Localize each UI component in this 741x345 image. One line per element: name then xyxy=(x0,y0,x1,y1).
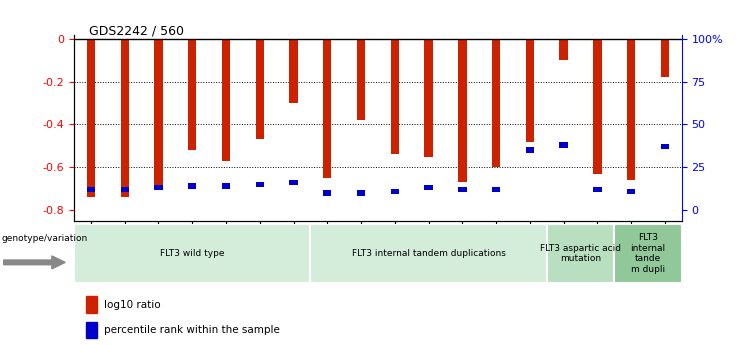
Bar xyxy=(154,185,163,190)
Bar xyxy=(458,39,467,182)
Bar xyxy=(310,224,547,283)
Bar xyxy=(614,224,682,283)
Bar xyxy=(256,182,264,187)
Bar xyxy=(458,187,467,192)
Bar xyxy=(525,147,534,153)
Bar xyxy=(547,224,614,283)
Text: percentile rank within the sample: percentile rank within the sample xyxy=(104,325,280,335)
Bar xyxy=(391,189,399,194)
Bar xyxy=(492,39,500,167)
Bar xyxy=(357,39,365,120)
Bar xyxy=(593,187,602,192)
Bar xyxy=(323,190,331,196)
Bar xyxy=(188,184,196,189)
Bar xyxy=(627,189,635,194)
Bar xyxy=(87,39,95,197)
Bar xyxy=(593,39,602,174)
Bar xyxy=(661,39,669,77)
Bar xyxy=(425,39,433,157)
Text: FLT3
internal
tande
m dupli: FLT3 internal tande m dupli xyxy=(631,234,665,274)
Bar xyxy=(525,39,534,141)
Text: FLT3 internal tandem duplications: FLT3 internal tandem duplications xyxy=(352,249,505,258)
Bar xyxy=(323,39,331,178)
Bar xyxy=(74,224,310,283)
Bar xyxy=(425,185,433,190)
Bar xyxy=(289,39,298,103)
Bar xyxy=(559,39,568,60)
Text: FLT3 aspartic acid
mutation: FLT3 aspartic acid mutation xyxy=(540,244,621,263)
Bar xyxy=(154,39,163,189)
Bar xyxy=(121,39,129,197)
Bar xyxy=(661,144,669,149)
Bar xyxy=(222,39,230,161)
Bar xyxy=(188,39,196,150)
Text: genotype/variation: genotype/variation xyxy=(1,234,87,244)
Text: GDS2242 / 560: GDS2242 / 560 xyxy=(89,24,184,37)
Text: log10 ratio: log10 ratio xyxy=(104,299,161,309)
Bar xyxy=(391,39,399,155)
Bar xyxy=(627,39,635,180)
Bar xyxy=(86,322,97,338)
Bar xyxy=(492,187,500,192)
Bar xyxy=(86,296,97,313)
FancyArrow shape xyxy=(4,256,65,269)
Bar xyxy=(87,187,95,192)
Bar xyxy=(222,184,230,189)
Bar xyxy=(289,180,298,185)
Bar xyxy=(559,142,568,148)
Bar xyxy=(357,190,365,196)
Text: FLT3 wild type: FLT3 wild type xyxy=(160,249,225,258)
Bar xyxy=(121,187,129,192)
Bar xyxy=(256,39,264,139)
